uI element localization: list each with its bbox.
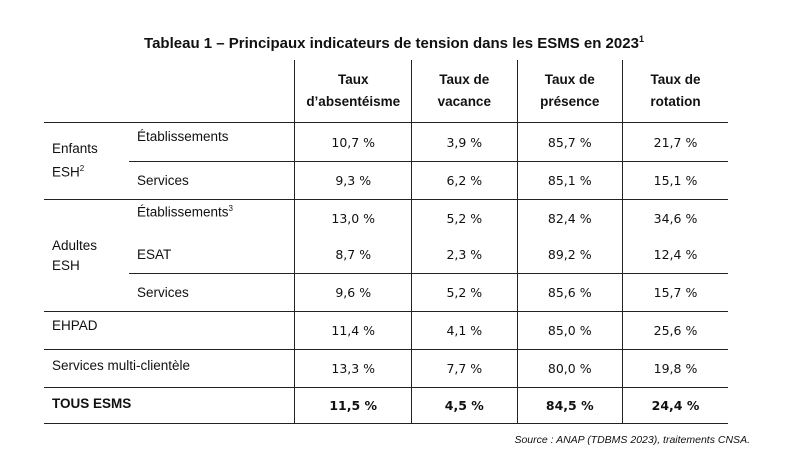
cell-absenteisme: 11,5 % xyxy=(294,387,412,424)
cell-absenteisme: 13,3 % xyxy=(294,349,412,388)
cell-vacance: 3,9 % xyxy=(411,122,518,162)
source-note: Source : ANAP (TDBMS 2023), traitements … xyxy=(514,434,750,446)
cell-absenteisme: 8,7 % xyxy=(294,236,412,274)
cell-presence: 85,0 % xyxy=(516,311,623,350)
table-row: ESAT 8,7 % 2,3 % 89,2 % 12,4 % xyxy=(44,236,728,274)
cell-absenteisme: 13,0 % xyxy=(294,199,412,237)
cell-absenteisme: 10,7 % xyxy=(294,122,412,162)
table-row: Adultes ESH Établissements3 13,0 % 5,2 % … xyxy=(44,199,728,312)
header-rotation: Taux de rotation xyxy=(621,60,728,123)
cell-vacance: 4,5 % xyxy=(411,387,518,424)
header-empty xyxy=(44,60,295,123)
header-row: Taux d’absentéisme Taux de vacance Taux de… xyxy=(44,60,728,123)
cell-vacance: 7,7 % xyxy=(411,349,518,388)
row-label: Établissements3 xyxy=(136,204,233,220)
table-row: Services 9,6 % 5,2 % 85,6 % 15,7 % xyxy=(44,273,728,312)
table-row: Enfants ESH2 Établissements 10,7 % 3,9 % … xyxy=(44,122,728,200)
group-adultes-esh: Adultes ESH xyxy=(44,199,129,312)
cell-vacance: 5,2 % xyxy=(411,199,518,237)
cell-rotation: 25,6 % xyxy=(621,311,728,350)
cell-rotation: 15,7 % xyxy=(621,273,728,312)
table-title-text: Tableau 1 – Principaux indicateurs de te… xyxy=(144,35,639,52)
cell-presence: 89,2 % xyxy=(516,236,623,274)
row-label: EHPAD xyxy=(44,311,295,350)
cell-absenteisme: 9,3 % xyxy=(294,161,412,200)
cell-rotation: 19,8 % xyxy=(621,349,728,388)
cell-vacance: 6,2 % xyxy=(411,161,518,200)
cell-presence: 85,6 % xyxy=(516,273,623,312)
table-title: Tableau 1 – Principaux indicateurs de te… xyxy=(0,34,788,52)
cell-absenteisme: 9,6 % xyxy=(294,273,412,312)
cell-presence: 80,0 % xyxy=(516,349,623,388)
cell-absenteisme: 11,4 % xyxy=(294,311,412,350)
cell-rotation: 24,4 % xyxy=(621,387,728,424)
cell-presence: 84,5 % xyxy=(516,387,623,424)
header-vacance: Taux de vacance xyxy=(411,60,518,123)
cell-rotation: 12,4 % xyxy=(621,236,728,274)
table-row-total: TOUS ESMS 11,5 % 4,5 % 84,5 % 24,4 % xyxy=(44,387,728,424)
cell-presence: 85,7 % xyxy=(516,122,623,162)
header-presence: Taux de présence xyxy=(516,60,623,123)
row-label: Services xyxy=(128,273,295,312)
cell-vacance: 4,1 % xyxy=(411,311,518,350)
row-label: ESAT xyxy=(136,247,172,263)
group-enfants-esh: Enfants ESH2 xyxy=(44,122,129,200)
cell-vacance: 5,2 % xyxy=(411,273,518,312)
title-footnote: 1 xyxy=(638,34,644,44)
header-absenteisme: Taux d’absentéisme xyxy=(294,60,412,123)
row-label: Services xyxy=(128,161,295,200)
row-label: Établissements xyxy=(128,122,295,162)
table-row: Services multi-clientèle 13,3 % 7,7 % 80… xyxy=(44,349,728,388)
cell-rotation: 34,6 % xyxy=(621,199,728,237)
table-row: EHPAD 11,4 % 4,1 % 85,0 % 25,6 % xyxy=(44,311,728,350)
row-label: Services multi-clientèle xyxy=(44,349,295,388)
cell-vacance: 2,3 % xyxy=(411,236,518,274)
cell-presence: 82,4 % xyxy=(516,199,623,237)
cell-presence: 85,1 % xyxy=(516,161,623,200)
row-label: TOUS ESMS xyxy=(44,387,295,424)
cell-rotation: 21,7 % xyxy=(621,122,728,162)
indicators-table: Taux d’absentéisme Taux de vacance Taux de… xyxy=(44,60,728,424)
cell-rotation: 15,1 % xyxy=(621,161,728,200)
table-row: Services 9,3 % 6,2 % 85,1 % 15,1 % xyxy=(44,161,728,200)
